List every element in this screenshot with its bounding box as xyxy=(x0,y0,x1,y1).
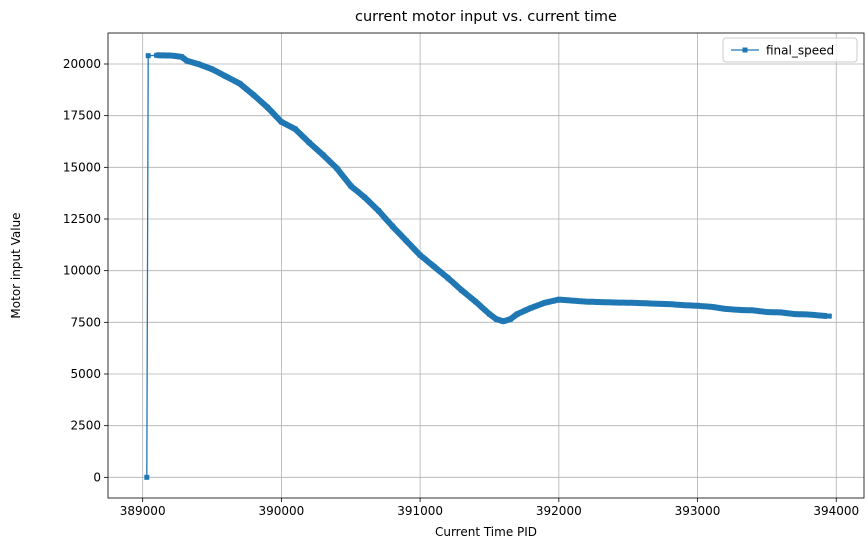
legend-box xyxy=(722,37,858,63)
x-axis-label: Current Time PID xyxy=(435,525,537,539)
ticks: 389000 390000 391000 392000 393000 394000 0 250… xyxy=(63,57,859,518)
series-marker-band xyxy=(155,52,828,325)
plot-frame xyxy=(107,32,865,499)
y-tick-label: 17500 xyxy=(63,109,101,123)
y-tick-label: 12500 xyxy=(63,212,101,226)
x-tick-label: 391000 xyxy=(397,504,443,518)
y-tick-label: 0 xyxy=(93,470,101,484)
y-tick-label: 5000 xyxy=(70,367,101,381)
y-tick-label: 2500 xyxy=(70,419,101,433)
series-layer xyxy=(144,52,832,480)
legend: final_speed xyxy=(722,37,858,63)
x-tick-label: 394000 xyxy=(813,504,859,518)
legend-label: final_speed xyxy=(766,44,834,58)
y-tick-label: 10000 xyxy=(63,264,101,278)
legend-marker xyxy=(742,47,748,53)
chart-title: current motor input vs. current time xyxy=(355,9,617,25)
x-tick-label: 392000 xyxy=(536,504,582,518)
x-tick-label: 393000 xyxy=(675,504,721,518)
y-tick-label: 15000 xyxy=(63,160,101,174)
y-tick-label: 7500 xyxy=(70,315,101,329)
y-axis-label: Motor input Value xyxy=(9,212,23,318)
data-point xyxy=(145,53,151,59)
data-point xyxy=(826,313,832,319)
x-tick-label: 389000 xyxy=(120,504,166,518)
plot-area xyxy=(108,33,864,498)
x-tick-label: 390000 xyxy=(258,504,304,518)
y-tick-label: 20000 xyxy=(63,57,101,71)
grid xyxy=(108,33,864,498)
data-point xyxy=(144,474,150,480)
